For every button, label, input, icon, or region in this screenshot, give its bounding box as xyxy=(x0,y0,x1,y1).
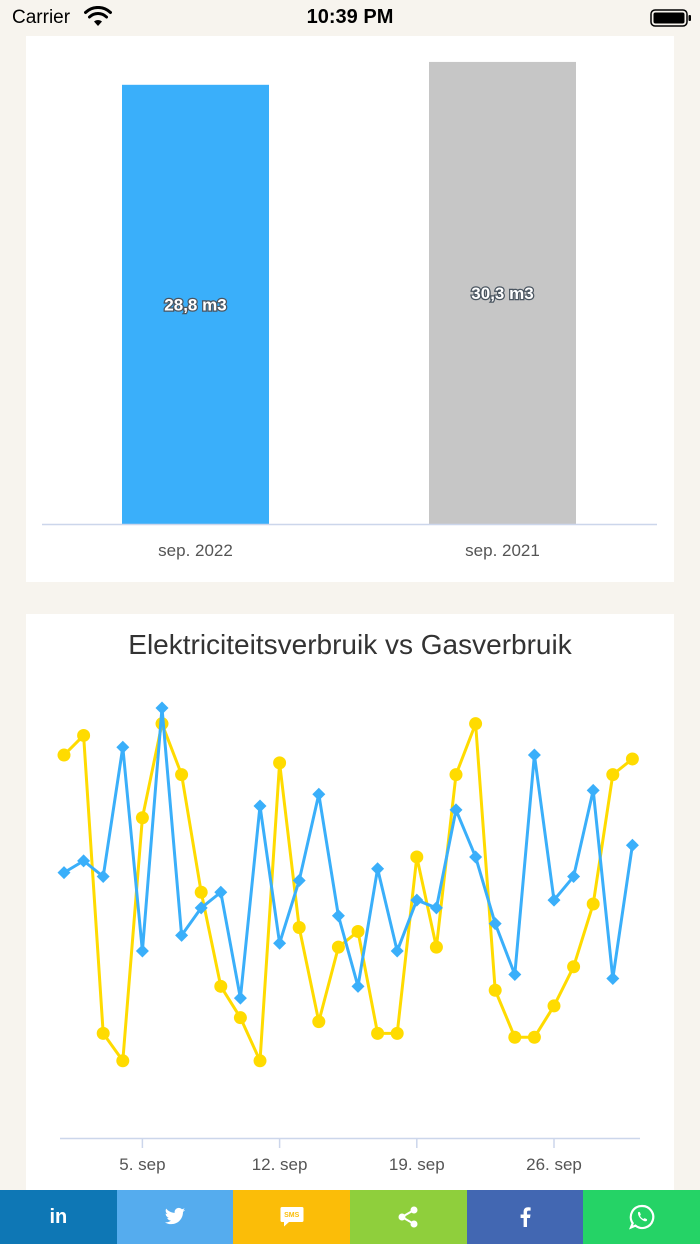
bar xyxy=(122,84,269,525)
x-tick-label: 12. sep xyxy=(252,1155,308,1174)
data-point xyxy=(194,901,208,915)
wifi-icon xyxy=(84,6,112,26)
linkedin-icon: in xyxy=(49,1205,68,1228)
share-icon xyxy=(398,1206,418,1228)
data-point xyxy=(449,803,463,817)
data-point xyxy=(331,940,345,954)
carrier-label: Carrier xyxy=(12,7,71,28)
data-point xyxy=(233,1011,247,1025)
data-point xyxy=(410,893,424,907)
data-point xyxy=(606,768,620,782)
linkedin-share-button[interactable]: in xyxy=(0,1190,117,1244)
data-point xyxy=(488,983,502,997)
data-point xyxy=(371,862,385,876)
data-point xyxy=(253,799,267,813)
data-point xyxy=(175,768,189,782)
data-point xyxy=(292,921,306,935)
sms-share-button[interactable]: SMS xyxy=(233,1190,351,1244)
data-point xyxy=(351,979,365,993)
data-point xyxy=(155,701,169,715)
bar-value-label: 30,3 m3 xyxy=(471,284,533,303)
data-point xyxy=(116,1054,130,1068)
data-point xyxy=(96,870,110,884)
facebook-icon xyxy=(520,1207,531,1227)
data-point xyxy=(508,1030,522,1044)
consumption-chart-card: Elektriciteitsverbruik vs Gasverbruik 5. … xyxy=(26,614,674,1190)
data-point xyxy=(586,783,600,797)
series-line xyxy=(63,706,634,1000)
data-point xyxy=(371,1026,385,1040)
data-point xyxy=(312,787,326,801)
bar-value-label: 28,8 m3 xyxy=(164,295,226,314)
data-point xyxy=(135,811,149,825)
data-point xyxy=(175,928,189,942)
data-point xyxy=(488,917,502,931)
data-point xyxy=(57,866,71,880)
data-point xyxy=(469,850,483,864)
x-tick-label: 19. sep xyxy=(389,1155,445,1174)
data-point xyxy=(292,873,306,887)
series-line xyxy=(62,722,634,1063)
data-point xyxy=(586,897,600,911)
facebook-share-button[interactable] xyxy=(466,1190,584,1244)
data-point xyxy=(273,756,287,770)
whatsapp-share-button[interactable] xyxy=(583,1190,700,1244)
bar-chart: 28,8 m3 sep. 2022 30,3 m3 sep. 2021 xyxy=(42,61,657,560)
data-point xyxy=(331,909,345,923)
data-point xyxy=(194,885,208,899)
data-point xyxy=(57,748,71,762)
battery-icon xyxy=(650,9,691,27)
line-chart: Elektriciteitsverbruik vs Gasverbruik 5. … xyxy=(57,629,640,1174)
data-point xyxy=(469,717,483,731)
bar xyxy=(429,61,576,525)
x-tick-label: sep. 2022 xyxy=(158,541,233,560)
data-point xyxy=(214,885,228,899)
data-point xyxy=(429,940,443,954)
data-point xyxy=(527,748,541,762)
data-point xyxy=(625,838,639,852)
data-point xyxy=(116,740,130,754)
share-button[interactable] xyxy=(350,1190,467,1244)
x-tick-label: sep. 2021 xyxy=(465,541,540,560)
data-point xyxy=(606,971,620,985)
sms-label: SMS xyxy=(284,1212,300,1219)
data-point xyxy=(567,870,581,884)
data-point xyxy=(567,960,581,974)
data-point xyxy=(527,1030,541,1044)
share-bar: in SMS xyxy=(0,1190,700,1244)
sms-icon xyxy=(280,1207,304,1227)
data-point xyxy=(449,768,463,782)
x-tick-label: 26. sep xyxy=(526,1155,582,1174)
data-point xyxy=(77,728,91,742)
data-point xyxy=(351,924,365,938)
data-point xyxy=(273,936,287,950)
twitter-icon xyxy=(164,1207,186,1225)
status-bar: Carrier 10:39 PM xyxy=(0,0,700,36)
data-point xyxy=(233,991,247,1005)
data-point xyxy=(312,1015,326,1029)
data-point xyxy=(410,850,424,864)
data-point xyxy=(253,1054,267,1068)
data-point xyxy=(625,752,639,766)
data-point xyxy=(390,944,404,958)
x-tick-label: 5. sep xyxy=(119,1155,165,1174)
data-point xyxy=(135,944,149,958)
twitter-share-button[interactable] xyxy=(116,1190,234,1244)
data-point xyxy=(214,979,228,993)
gas-comparison-card: 28,8 m3 sep. 2022 30,3 m3 sep. 2021 xyxy=(26,36,674,582)
whatsapp-icon xyxy=(628,1204,655,1230)
data-point xyxy=(390,1026,404,1040)
data-point xyxy=(77,854,91,868)
data-point xyxy=(508,968,522,982)
data-point xyxy=(547,999,561,1013)
data-point xyxy=(96,1026,110,1040)
data-point xyxy=(429,901,443,915)
chart-title: Elektriciteitsverbruik vs Gasverbruik xyxy=(128,629,572,660)
clock: 10:39 PM xyxy=(306,6,394,28)
data-point xyxy=(547,893,561,907)
